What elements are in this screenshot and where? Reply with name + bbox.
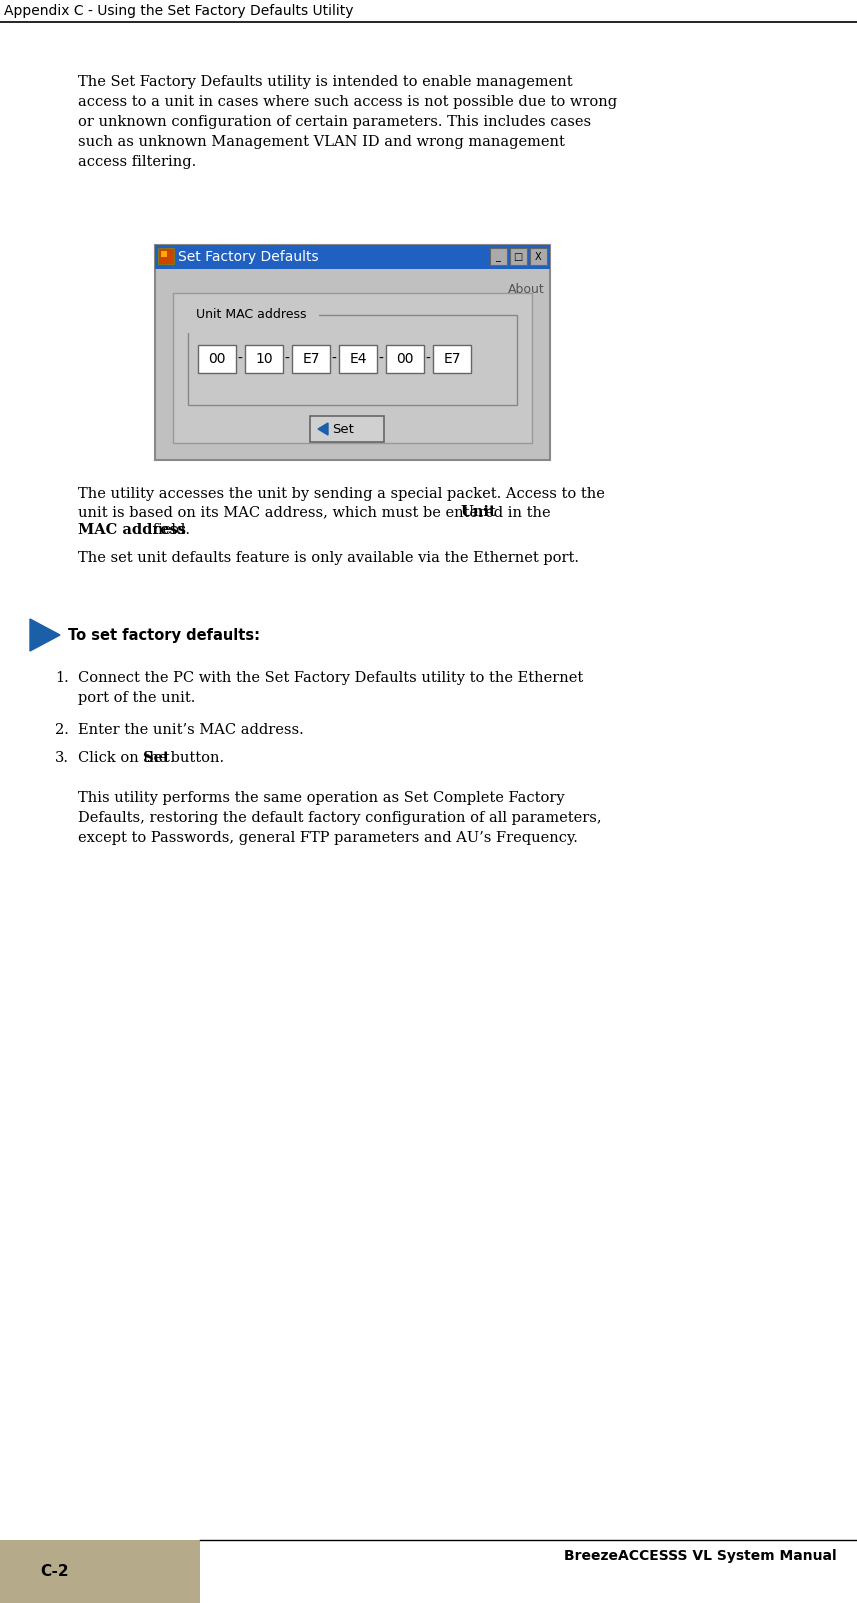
Text: The set unit defaults feature is only available via the Ethernet port.: The set unit defaults feature is only av… — [78, 551, 579, 564]
FancyBboxPatch shape — [310, 417, 384, 442]
Text: Connect the PC with the Set Factory Defaults utility to the Ethernet
port of the: Connect the PC with the Set Factory Defa… — [78, 672, 584, 705]
Text: The utility accesses the unit by sending a special packet. Access to the: The utility accesses the unit by sending… — [78, 487, 605, 502]
Bar — [245, 345, 283, 373]
FancyBboxPatch shape — [155, 245, 550, 460]
Text: button.: button. — [166, 750, 225, 765]
Text: unit is based on its MAC address, which must be entered in the: unit is based on its MAC address, which … — [78, 505, 555, 519]
Text: Set: Set — [332, 423, 354, 436]
Text: E7: E7 — [303, 353, 320, 365]
Bar — [530, 248, 547, 264]
Text: 10: 10 — [255, 353, 273, 365]
Text: 00: 00 — [208, 353, 225, 365]
Polygon shape — [30, 619, 60, 651]
Text: Set Factory Defaults: Set Factory Defaults — [178, 250, 319, 264]
Bar — [0, 1540, 200, 1603]
Bar — [158, 248, 174, 264]
Bar — [198, 345, 236, 373]
Bar — [339, 345, 377, 373]
FancyBboxPatch shape — [188, 316, 517, 406]
Text: Unit: Unit — [460, 505, 495, 519]
Text: MAC address: MAC address — [78, 523, 186, 537]
Text: Set: Set — [143, 750, 170, 765]
Text: -: - — [379, 353, 383, 365]
Text: □: □ — [513, 252, 523, 261]
Text: To set factory defaults:: To set factory defaults: — [68, 627, 260, 643]
FancyBboxPatch shape — [173, 293, 532, 442]
Text: 2.: 2. — [55, 723, 69, 737]
Text: Click on the: Click on the — [78, 750, 172, 765]
Text: 1.: 1. — [55, 672, 69, 684]
Bar — [433, 345, 471, 373]
Text: _: _ — [495, 252, 500, 261]
Text: The Set Factory Defaults utility is intended to enable management
access to a un: The Set Factory Defaults utility is inte… — [78, 75, 617, 170]
Text: 00: 00 — [396, 353, 414, 365]
Text: field.: field. — [148, 523, 190, 537]
Polygon shape — [318, 423, 328, 434]
Text: X: X — [535, 252, 542, 261]
Bar — [161, 252, 167, 256]
Text: This utility performs the same operation as Set Complete Factory
Defaults, resto: This utility performs the same operation… — [78, 790, 602, 845]
Bar — [510, 248, 527, 264]
Text: -: - — [426, 353, 430, 365]
Text: -: - — [332, 353, 337, 365]
Text: -: - — [285, 353, 290, 365]
Text: -: - — [237, 353, 243, 365]
Text: C-2: C-2 — [40, 1565, 69, 1579]
Text: Enter the unit’s MAC address.: Enter the unit’s MAC address. — [78, 723, 303, 737]
Text: E7: E7 — [443, 353, 461, 365]
Text: Appendix C - Using the Set Factory Defaults Utility: Appendix C - Using the Set Factory Defau… — [4, 3, 353, 18]
Text: BreezeACCESSS VL System Manual: BreezeACCESSS VL System Manual — [565, 1548, 837, 1563]
Text: Unit MAC address: Unit MAC address — [196, 308, 307, 321]
Bar — [155, 245, 550, 269]
Bar — [490, 248, 507, 264]
Text: E4: E4 — [350, 353, 367, 365]
Text: About: About — [508, 284, 545, 297]
Text: 3.: 3. — [55, 750, 69, 765]
Bar — [292, 345, 330, 373]
Bar — [386, 345, 424, 373]
